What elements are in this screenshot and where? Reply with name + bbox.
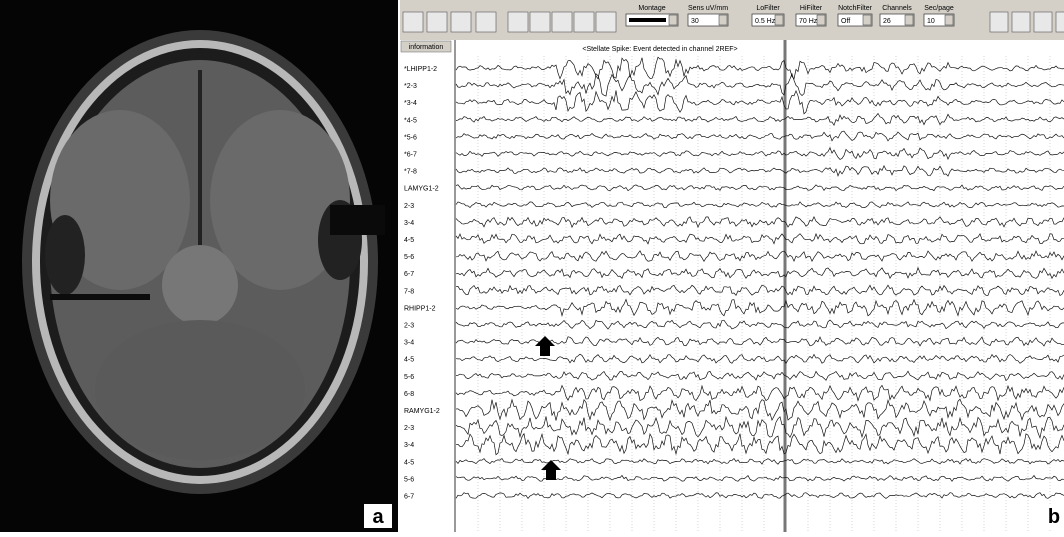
panel-label: b xyxy=(1048,506,1060,528)
toolbar xyxy=(400,0,1064,40)
channel-label: RHIPP1-2 xyxy=(404,305,436,312)
channel-label: 5-6 xyxy=(404,476,414,483)
panel-label: a xyxy=(372,506,384,528)
channel-label: *5-6 xyxy=(404,134,417,141)
dropdown-arrow[interactable] xyxy=(863,15,871,25)
eeg-panel: information <Stellate Spike: Event detec… xyxy=(400,0,1064,532)
dropdown-arrow[interactable] xyxy=(775,15,783,25)
channel-label: 7-8 xyxy=(404,288,414,295)
channel-label: 4-5 xyxy=(404,237,414,244)
info-button-label[interactable]: information xyxy=(409,44,444,51)
channel-label: *3-4 xyxy=(404,100,417,107)
event-text: <Stellate Spike: Event detected in chann… xyxy=(582,46,737,53)
brainstem xyxy=(162,245,238,325)
montage-bar xyxy=(629,18,666,22)
channel-label: 2-3 xyxy=(404,203,414,210)
channel-label: 5-6 xyxy=(404,374,414,381)
dropdown-arrow[interactable] xyxy=(817,15,825,25)
dropdown-value: 0.5 Hz xyxy=(755,18,776,25)
channel-label: 6-7 xyxy=(404,271,414,278)
electrode xyxy=(50,294,150,300)
control-label: NotchFilter xyxy=(838,5,873,12)
channel-label: *2-3 xyxy=(404,83,417,90)
channel-label: 3-4 xyxy=(404,220,414,227)
channel-label: *4-5 xyxy=(404,117,417,124)
dropdown-value: 26 xyxy=(883,18,891,25)
channel-label: 2-3 xyxy=(404,323,414,330)
toolbar-icon[interactable] xyxy=(552,12,572,32)
channel-label: *LHIPP1-2 xyxy=(404,66,437,73)
channel-label: RAMYG1-2 xyxy=(404,408,440,415)
channel-column xyxy=(400,40,455,532)
control-label: Sec/page xyxy=(924,5,954,12)
temporal-gap xyxy=(45,215,85,295)
toolbar-icon[interactable] xyxy=(596,12,616,32)
toolbar-icon[interactable] xyxy=(476,12,496,32)
dropdown-value: 10 xyxy=(927,18,935,25)
control-label: LoFilter xyxy=(756,5,780,12)
dropdown-value: 30 xyxy=(691,18,699,25)
channel-label: 5-6 xyxy=(404,254,414,261)
toolbar-icon[interactable] xyxy=(427,12,447,32)
dropdown-arrow[interactable] xyxy=(669,15,677,25)
cerebellum xyxy=(95,320,305,460)
dropdown-arrow[interactable] xyxy=(905,15,913,25)
toolbar-icon[interactable] xyxy=(508,12,528,32)
channel-label: *6-7 xyxy=(404,152,417,159)
toolbar-icon[interactable] xyxy=(574,12,594,32)
toolbar-icon[interactable] xyxy=(1012,12,1030,32)
toolbar-icon[interactable] xyxy=(451,12,471,32)
dropdown-arrow[interactable] xyxy=(945,15,953,25)
toolbar-icon[interactable] xyxy=(990,12,1008,32)
channel-label: *7-8 xyxy=(404,169,417,176)
channel-label: 2-3 xyxy=(404,425,414,432)
channel-label: 4-5 xyxy=(404,357,414,364)
control-label: Sens uV/mm xyxy=(688,5,728,12)
dropdown-arrow[interactable] xyxy=(719,15,727,25)
dropdown-value: 70 Hz xyxy=(799,18,818,25)
toolbar-icon[interactable] xyxy=(403,12,423,32)
channel-label: 4-5 xyxy=(404,459,414,466)
control-label: Channels xyxy=(882,5,912,12)
toolbar-icon[interactable] xyxy=(530,12,550,32)
channel-label: 6-8 xyxy=(404,391,414,398)
channel-label: 3-4 xyxy=(404,442,414,449)
electrode-artifact xyxy=(330,205,385,235)
toolbar-icon[interactable] xyxy=(1034,12,1052,32)
control-label: Montage xyxy=(638,5,665,12)
control-label: HiFilter xyxy=(800,5,823,12)
channel-label: LAMYG1-2 xyxy=(404,186,439,193)
channel-label: 3-4 xyxy=(404,340,414,347)
figure: a information <Stellate Spike: Event det… xyxy=(0,0,1064,532)
channel-label: 6-7 xyxy=(404,494,414,501)
toolbar-icon[interactable] xyxy=(1056,12,1064,32)
mri-panel: a xyxy=(0,0,398,532)
dropdown-value: Off xyxy=(841,18,850,25)
